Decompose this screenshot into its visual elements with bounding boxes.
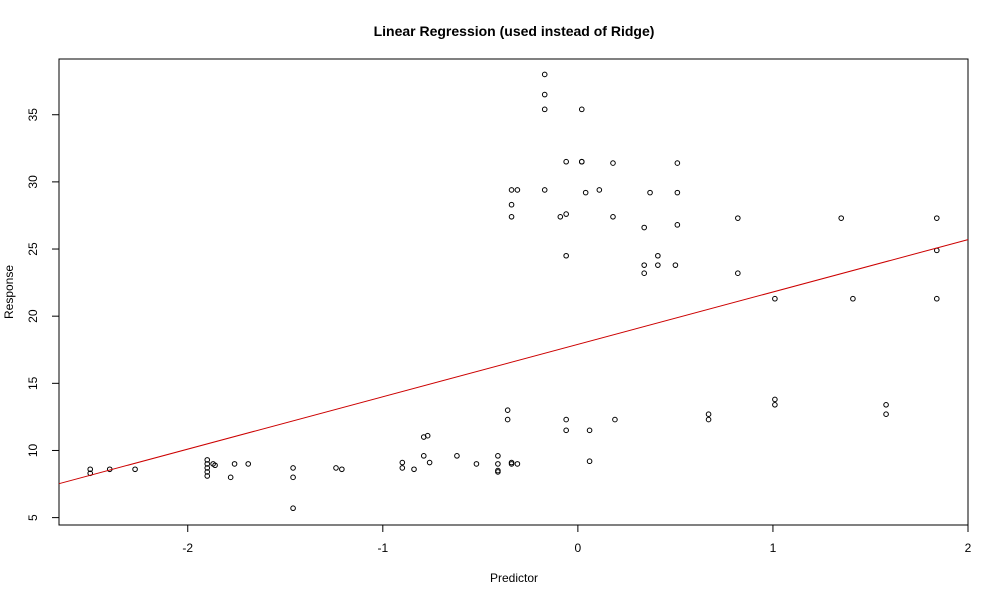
data-point <box>705 416 712 423</box>
data-point <box>772 295 778 302</box>
data-point <box>705 411 712 418</box>
data-point <box>563 252 569 259</box>
x-tick-label: -1 <box>377 541 388 555</box>
data-point <box>399 465 406 471</box>
data-point <box>245 461 252 467</box>
data-point <box>508 201 515 208</box>
data-point <box>541 91 548 98</box>
data-point <box>883 402 889 408</box>
data-point <box>495 469 501 475</box>
data-point <box>582 189 589 196</box>
data-point <box>290 465 296 471</box>
data-point <box>641 224 647 231</box>
data-point <box>508 461 515 467</box>
data-point <box>672 262 679 268</box>
data-point <box>610 160 616 166</box>
data-point <box>204 461 211 467</box>
data-point <box>473 461 480 467</box>
data-point <box>504 416 511 423</box>
data-point <box>647 189 653 196</box>
data-point <box>641 262 647 268</box>
x-tick-label: -2 <box>182 541 193 555</box>
data-point <box>610 213 616 220</box>
chart-title: Linear Regression (used instead of Ridge… <box>374 23 655 39</box>
data-point <box>674 160 681 166</box>
data-point <box>204 465 211 471</box>
x-tick-label: 1 <box>770 541 777 555</box>
data-point <box>578 158 585 165</box>
data-point <box>504 407 511 413</box>
data-point <box>514 187 521 193</box>
data-point <box>514 461 521 467</box>
data-point <box>508 187 515 193</box>
data-point <box>674 189 681 196</box>
data-point <box>411 466 417 473</box>
data-point <box>557 213 564 220</box>
data-point <box>541 106 548 113</box>
data-point <box>838 215 845 221</box>
data-point <box>290 474 296 481</box>
data-point <box>204 473 211 479</box>
data-point <box>563 158 569 165</box>
data-point <box>454 453 460 459</box>
data-point <box>655 252 661 259</box>
data-point <box>495 461 501 467</box>
data-point <box>231 461 238 467</box>
data-point <box>850 295 856 302</box>
data-point <box>578 106 585 113</box>
regression-line <box>58 239 969 485</box>
x-tick-label: 2 <box>965 541 972 555</box>
y-tick-label: 20 <box>26 309 40 323</box>
y-tick-label: 35 <box>26 108 40 122</box>
data-point <box>641 270 647 276</box>
data-point <box>563 427 569 434</box>
plot-frame <box>58 58 969 526</box>
data-point <box>541 187 548 193</box>
y-axis-label: Response <box>2 265 16 319</box>
y-axis: 5 10 15 20 25 30 35 <box>26 108 59 521</box>
data-point <box>204 457 211 463</box>
data-point <box>339 466 345 473</box>
y-tick-label: 5 <box>26 514 40 521</box>
data-point <box>399 459 406 466</box>
x-axis: -2 -1 0 1 2 <box>182 525 972 555</box>
data-point <box>596 187 603 193</box>
y-tick-label: 25 <box>26 242 40 256</box>
data-point <box>772 396 778 403</box>
data-point <box>212 462 218 469</box>
data-point <box>674 222 681 228</box>
data-point <box>495 453 501 459</box>
data-point <box>772 402 778 408</box>
data-point <box>563 416 569 423</box>
data-point <box>424 432 431 439</box>
data-point <box>655 262 661 268</box>
data-point <box>612 416 618 423</box>
data-point <box>426 459 433 466</box>
data-point <box>541 71 548 78</box>
data-point <box>333 465 339 471</box>
y-tick-label: 30 <box>26 175 40 189</box>
y-tick-label: 10 <box>26 443 40 457</box>
data-point <box>290 505 296 512</box>
data-point <box>508 213 515 220</box>
data-point <box>227 474 234 481</box>
data-point <box>563 211 569 217</box>
x-tick-label: 0 <box>575 541 582 555</box>
y-tick-label: 15 <box>26 376 40 390</box>
data-point <box>933 215 940 221</box>
data-point <box>87 466 94 473</box>
data-point <box>933 295 940 302</box>
data-point <box>735 215 741 221</box>
data-points <box>87 71 940 512</box>
data-point <box>586 427 593 434</box>
data-point <box>420 453 427 459</box>
data-point <box>883 411 889 418</box>
data-point <box>204 469 211 475</box>
data-point <box>586 458 593 465</box>
data-point <box>132 466 138 473</box>
x-axis-label: Predictor <box>490 571 538 585</box>
data-point <box>735 270 741 276</box>
